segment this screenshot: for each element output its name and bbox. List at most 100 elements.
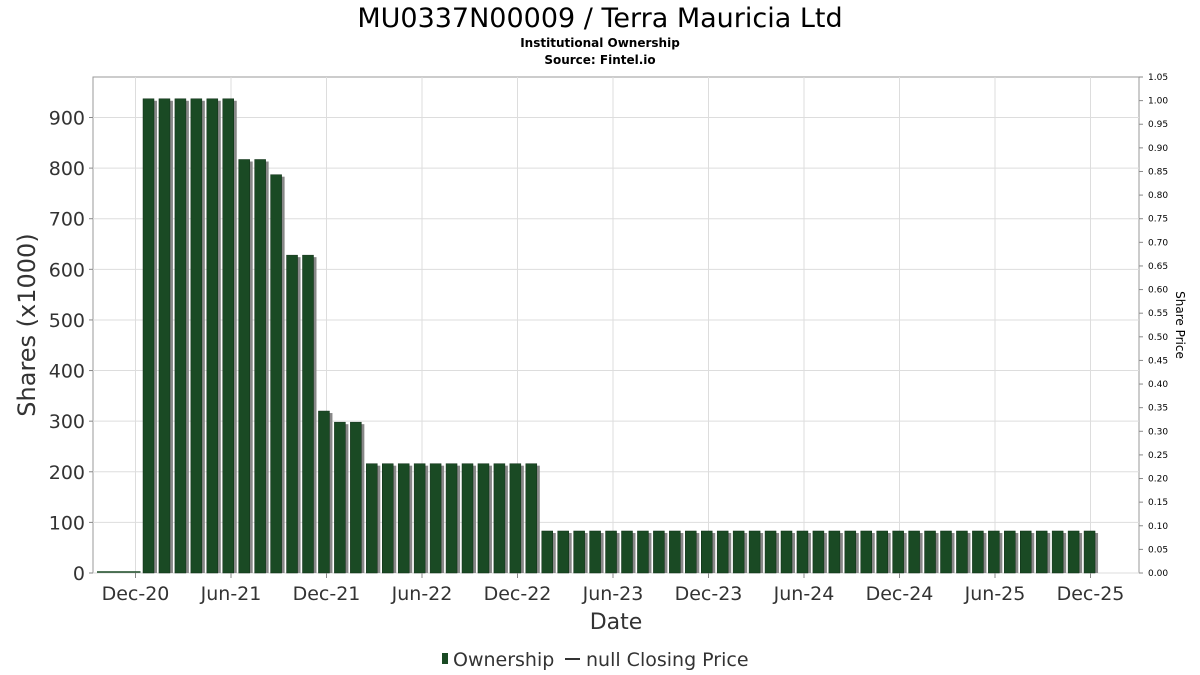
ownership-bar: [382, 463, 394, 574]
ownership-bar: [637, 530, 649, 574]
legend-ownership-label: Ownership: [453, 649, 554, 671]
chart-source: Source: Fintel.io: [544, 53, 655, 67]
ownership-bar: [988, 530, 1000, 574]
ownership-bar: [493, 463, 506, 574]
ownership-bar: [812, 530, 825, 574]
x-tick-label: Dec-23: [675, 583, 743, 605]
y2-tick-label: 0.25: [1148, 451, 1168, 461]
ownership-bar: [429, 463, 442, 574]
ownership-bar: [334, 421, 346, 574]
ownership-bar: [716, 530, 729, 574]
y2-tick-label: 0.60: [1148, 286, 1168, 296]
x-axis: Dec-20 Jun-21 Dec-21 Jun-22 Dec-22 Jun-23 Dec-…: [102, 573, 1124, 605]
ownership-bar: [477, 463, 490, 574]
y2-tick-label: 0.75: [1148, 215, 1168, 225]
y-tick-label: 700: [49, 209, 85, 231]
ownership-bar: [286, 254, 298, 574]
x-tick-label: Jun-22: [391, 583, 453, 605]
y2-axis-label: Share Price: [1173, 291, 1187, 359]
ownership-bar: [1020, 530, 1032, 574]
y2-tick-label: 0.15: [1148, 498, 1168, 508]
y2-tick-label: 0.30: [1148, 427, 1168, 437]
ownership-bar: [270, 174, 282, 574]
x-tick-label: Dec-22: [484, 583, 552, 605]
y2-tick-label: 0.00: [1148, 569, 1168, 579]
y-tick-label: 600: [49, 259, 85, 281]
y-axis-label: Shares (x1000): [13, 233, 41, 416]
ownership-bar: [972, 530, 984, 574]
ownership-bar: [701, 530, 713, 574]
y2-tick-label: 0.50: [1148, 333, 1168, 343]
y2-tick-label: 0.45: [1148, 356, 1168, 366]
chart-title: MU0337N00009 / Terra Mauricia Ltd: [357, 3, 842, 34]
ownership-bar: [1004, 530, 1016, 574]
ownership-bar: [254, 159, 266, 574]
y2-tick-label: 1.05: [1148, 73, 1168, 83]
ownership-bar: [206, 98, 219, 574]
ownership-bar: [685, 530, 697, 574]
y2-tick-label: 0.95: [1148, 120, 1168, 130]
ownership-bar: [142, 98, 155, 574]
ownership-bar: [589, 530, 601, 574]
ownership-bar: [1051, 530, 1064, 574]
ownership-bar: [621, 530, 633, 574]
ownership-bar: [828, 530, 841, 574]
ownership-bar: [366, 463, 378, 574]
ownership-bar: [669, 530, 681, 574]
x-tick-label: Jun-24: [773, 583, 835, 605]
y-tick-label: 500: [49, 310, 85, 332]
y-tick-label: 200: [49, 462, 85, 484]
x-tick-label: Dec-20: [102, 583, 170, 605]
legend-price-label: null Closing Price: [586, 649, 749, 671]
x-tick-label: Dec-24: [866, 583, 934, 605]
ownership-bar: [413, 463, 426, 574]
ownership-bar: [557, 530, 569, 574]
legend: Ownership null Closing Price: [442, 649, 749, 671]
ownership-bar: [876, 530, 888, 574]
ownership-bar: [605, 530, 617, 574]
y-tick-label: 100: [49, 512, 85, 534]
y2-tick-label: 0.05: [1148, 545, 1168, 555]
ownership-bar: [908, 530, 920, 574]
y2-axis: 0.00 0.05 0.10 0.15 0.20 0.25 0.30 0.35 0.40 0.45…: [1139, 73, 1168, 579]
y2-tick-label: 0.40: [1148, 380, 1168, 390]
y2-tick-label: 0.90: [1148, 144, 1168, 154]
ownership-bar: [525, 463, 538, 574]
ownership-bar: [302, 254, 314, 574]
ownership-bar: [653, 530, 665, 574]
chart-subtitle: Institutional Ownership: [520, 36, 680, 50]
y-tick-label: 900: [49, 107, 85, 129]
y2-tick-label: 0.55: [1148, 309, 1168, 319]
y2-tick-label: 0.85: [1148, 167, 1168, 177]
ownership-bar: [796, 530, 809, 574]
ownership-bar: [573, 530, 585, 574]
y2-tick-label: 0.20: [1148, 475, 1168, 485]
ownership-bar: [844, 530, 857, 574]
ownership-bar: [764, 530, 777, 574]
ownership-bar: [509, 463, 522, 574]
ownership-bar: [541, 530, 553, 574]
y-tick-label: 300: [49, 411, 85, 433]
y-tick-label: 400: [49, 361, 85, 383]
ownership-bar: [445, 463, 458, 574]
x-axis-label: Date: [590, 610, 643, 635]
y2-tick-label: 0.10: [1148, 522, 1168, 532]
ownership-bars: [97, 98, 1099, 574]
ownership-bar: [732, 530, 745, 574]
ownership-bar: [956, 530, 968, 574]
y2-tick-label: 0.65: [1148, 262, 1168, 272]
ownership-bar: [1067, 530, 1080, 574]
ownership-bar: [158, 98, 171, 574]
y2-tick-label: 0.35: [1148, 404, 1168, 414]
ownership-bar: [397, 463, 410, 574]
ownership-bar: [238, 159, 250, 574]
y-tick-label: 0: [73, 563, 85, 585]
ownership-bar: [892, 530, 904, 574]
y2-tick-label: 1.00: [1148, 97, 1168, 107]
x-tick-label: Jun-21: [200, 583, 262, 605]
ownership-bar: [924, 530, 936, 574]
ownership-bar: [860, 530, 872, 574]
y2-tick-label: 0.70: [1148, 238, 1168, 248]
ownership-bar: [1035, 530, 1048, 574]
